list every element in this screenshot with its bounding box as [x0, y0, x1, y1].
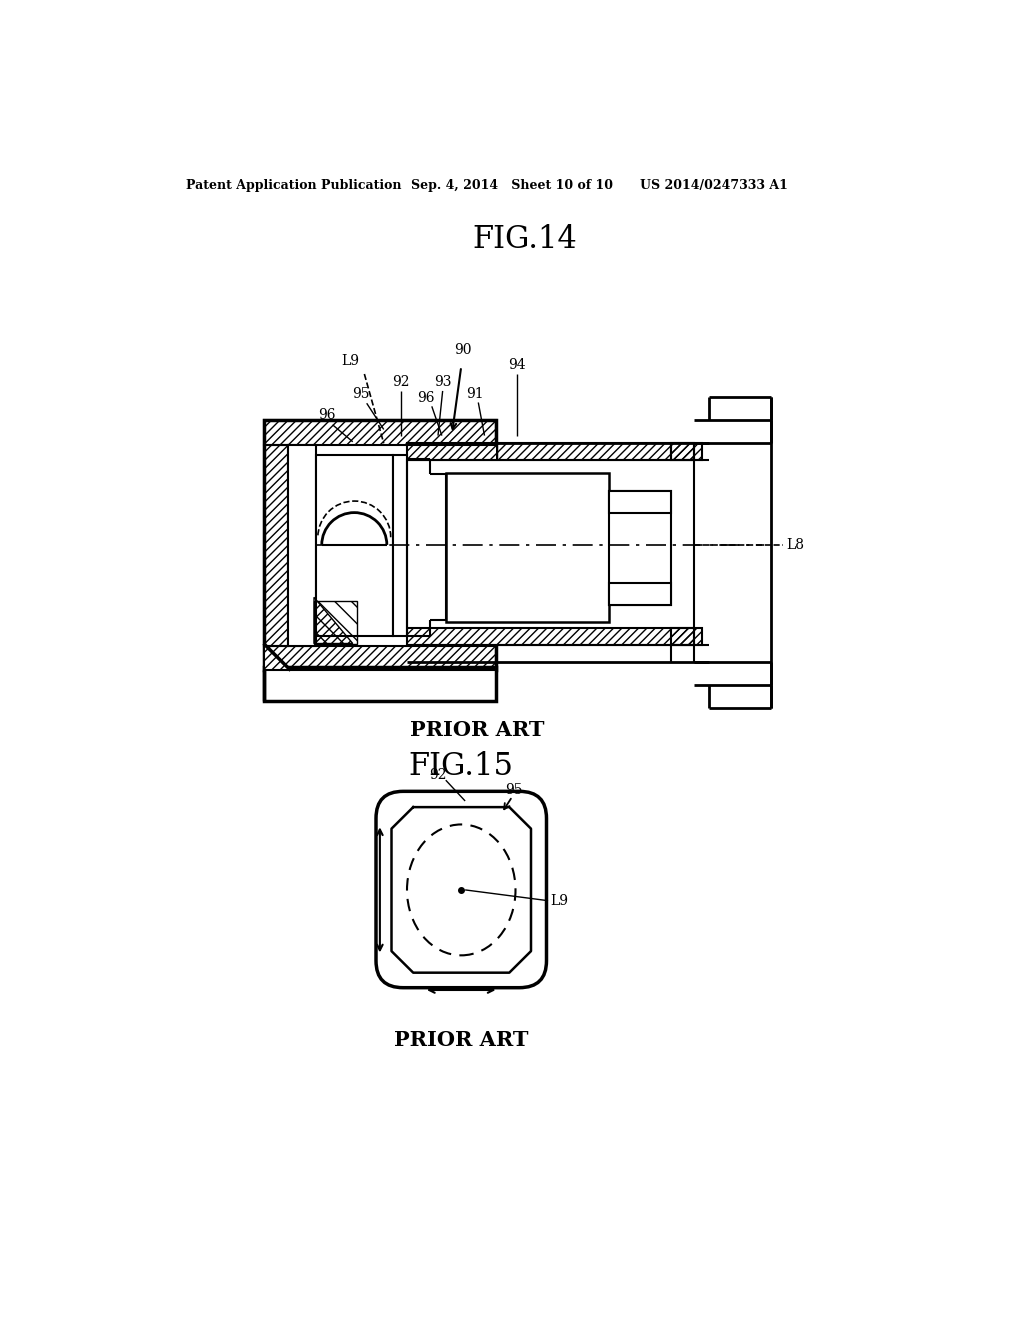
Bar [407, 444, 701, 461]
Text: PRIOR ART: PRIOR ART [410, 719, 544, 739]
Bar [289, 445, 496, 645]
Bar [315, 455, 393, 636]
Text: 90: 90 [454, 343, 471, 358]
Text: FIG.15: FIG.15 [409, 751, 514, 783]
Bar [263, 420, 496, 671]
Bar [445, 473, 608, 622]
Text: 92: 92 [392, 375, 410, 389]
Bar [407, 461, 701, 645]
Text: L8: L8 [786, 539, 805, 552]
Text: Sep. 4, 2014   Sheet 10 of 10: Sep. 4, 2014 Sheet 10 of 10 [411, 178, 613, 191]
Polygon shape [391, 807, 531, 973]
Bar [671, 628, 693, 645]
Text: FIG.14: FIG.14 [472, 224, 578, 255]
Polygon shape [263, 644, 291, 671]
Bar [393, 455, 407, 636]
Text: 96: 96 [418, 391, 435, 405]
Bar [608, 491, 671, 605]
Bar [263, 420, 496, 445]
Bar [608, 583, 671, 605]
Bar [263, 667, 496, 701]
Text: 93: 93 [434, 375, 452, 389]
Bar [314, 601, 356, 644]
Bar [608, 491, 671, 512]
Bar [407, 628, 701, 645]
Text: US 2014/0247333 A1: US 2014/0247333 A1 [640, 178, 787, 191]
Bar [263, 645, 496, 671]
Bar [263, 445, 289, 645]
Text: 94: 94 [508, 359, 526, 372]
Text: 95: 95 [505, 783, 522, 797]
Text: Patent Application Publication: Patent Application Publication [186, 178, 401, 191]
Text: 91: 91 [466, 387, 484, 401]
Bar [289, 445, 315, 645]
FancyBboxPatch shape [376, 792, 547, 987]
Text: 95: 95 [352, 387, 370, 401]
Text: 92: 92 [429, 768, 446, 781]
Text: 96: 96 [317, 408, 335, 422]
Text: L9: L9 [341, 354, 359, 368]
Bar [671, 444, 693, 461]
Text: PRIOR ART: PRIOR ART [394, 1030, 528, 1049]
Text: L9: L9 [550, 895, 568, 908]
